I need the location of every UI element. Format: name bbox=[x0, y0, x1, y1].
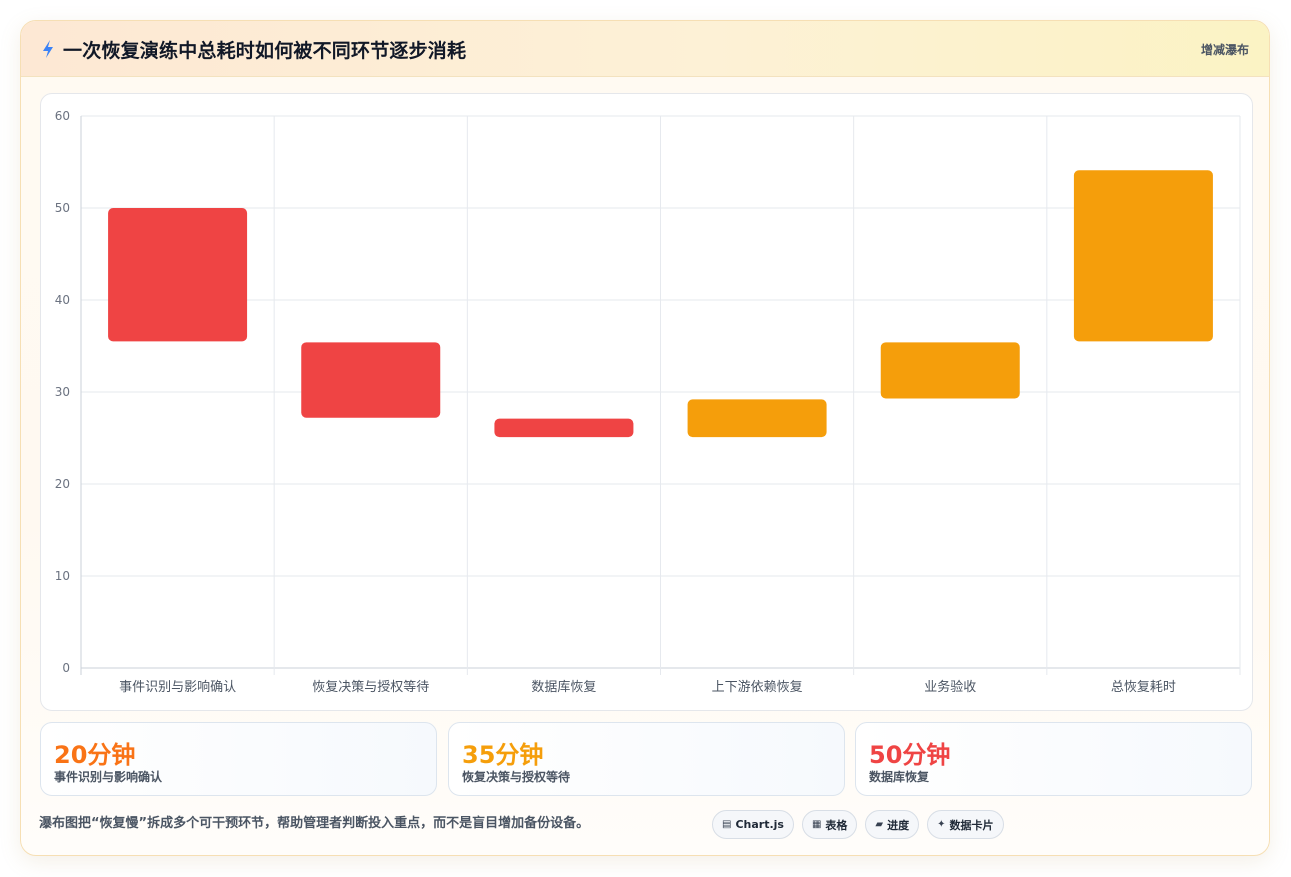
y-tick-label: 10 bbox=[55, 569, 70, 583]
y-tick-label: 50 bbox=[55, 201, 70, 215]
stat-card-0: 20分钟 事件识别与影响确认 bbox=[40, 722, 437, 796]
stat-card-2: 50分钟 数据库恢复 bbox=[855, 722, 1252, 796]
card-icon: ✦ bbox=[937, 819, 946, 830]
stat-value: 20分钟 bbox=[54, 741, 136, 769]
x-tick-label: 事件识别与影响确认 bbox=[119, 679, 236, 695]
stat-value: 35分钟 bbox=[462, 741, 544, 769]
x-tick-label: 总恢复耗时 bbox=[1111, 680, 1176, 695]
chip-chartjs[interactable]: ▤ Chart.js bbox=[712, 810, 794, 839]
waterfall-bar bbox=[108, 208, 248, 342]
chip-table[interactable]: ▦ 表格 bbox=[801, 810, 858, 839]
table-icon: ▦ bbox=[811, 819, 822, 830]
waterfall-bar bbox=[494, 418, 634, 438]
stat-value: 50分钟 bbox=[869, 741, 951, 769]
y-tick-label: 30 bbox=[55, 385, 70, 399]
chip-label: 数据卡片 bbox=[949, 818, 994, 832]
progress-icon: ▰ bbox=[875, 819, 884, 830]
waterfall-bar bbox=[687, 399, 827, 438]
chip-label: 表格 bbox=[825, 818, 848, 832]
waterfall-bar bbox=[880, 342, 1020, 399]
y-tick-label: 40 bbox=[55, 293, 70, 307]
chart-title: 一次恢复演练中总耗时如何被不同环节逐步消耗 bbox=[63, 40, 467, 62]
chip-label: 进度 bbox=[887, 818, 910, 832]
stat-label: 数据库恢复 bbox=[869, 770, 930, 784]
waterfall-bar bbox=[301, 342, 441, 418]
card-header: 一次恢复演练中总耗时如何被不同环节逐步消耗 增减瀑布 bbox=[21, 21, 1269, 77]
x-tick-label: 恢复决策与授权等待 bbox=[312, 679, 429, 695]
footer-note: 瀑布图把“恢复慢”拆成多个可干预环节，帮助管理者判断投入重点，而不是盲目增加备份… bbox=[39, 816, 590, 831]
chart-card: 一次恢复演练中总耗时如何被不同环节逐步消耗 增减瀑布 0 10 20 30 40 50 60… bbox=[20, 20, 1270, 856]
chip-progress[interactable]: ▰ 进度 bbox=[865, 810, 920, 839]
chip-label: Chart.js bbox=[735, 818, 784, 831]
x-tick-label: 上下游依赖恢复 bbox=[712, 680, 803, 695]
chart-icon: ▤ bbox=[722, 819, 732, 830]
chart-type-tag: 增减瀑布 bbox=[1200, 43, 1249, 57]
stat-label: 恢复决策与授权等待 bbox=[462, 770, 571, 784]
tech-chips: ▤ Chart.js ▦ 表格 ▰ 进度 ✦ 数据卡片 bbox=[712, 810, 1004, 839]
y-tick-label: 60 bbox=[55, 109, 70, 123]
x-tick-label: 数据库恢复 bbox=[531, 679, 596, 695]
lightning-icon bbox=[43, 40, 53, 58]
stat-label: 事件识别与影响确认 bbox=[54, 770, 163, 784]
waterfall-chart: 0 10 20 30 40 50 60 事件识别与影响确认 恢复决策与授权等待 数据库恢复 上下游依… bbox=[55, 109, 1241, 695]
chart-area: 0 10 20 30 40 50 60 事件识别与影响确认 恢复决策与授权等待 数据库恢复 上下游依… bbox=[40, 93, 1253, 711]
x-tick-label: 业务验收 bbox=[924, 679, 976, 695]
waterfall-bar bbox=[1073, 170, 1213, 342]
y-tick-label: 20 bbox=[55, 477, 70, 491]
y-tick-label: 0 bbox=[62, 661, 70, 675]
chip-data-card[interactable]: ✦ 数据卡片 bbox=[927, 810, 1004, 839]
stat-card-1: 35分钟 恢复决策与授权等待 bbox=[448, 722, 845, 796]
